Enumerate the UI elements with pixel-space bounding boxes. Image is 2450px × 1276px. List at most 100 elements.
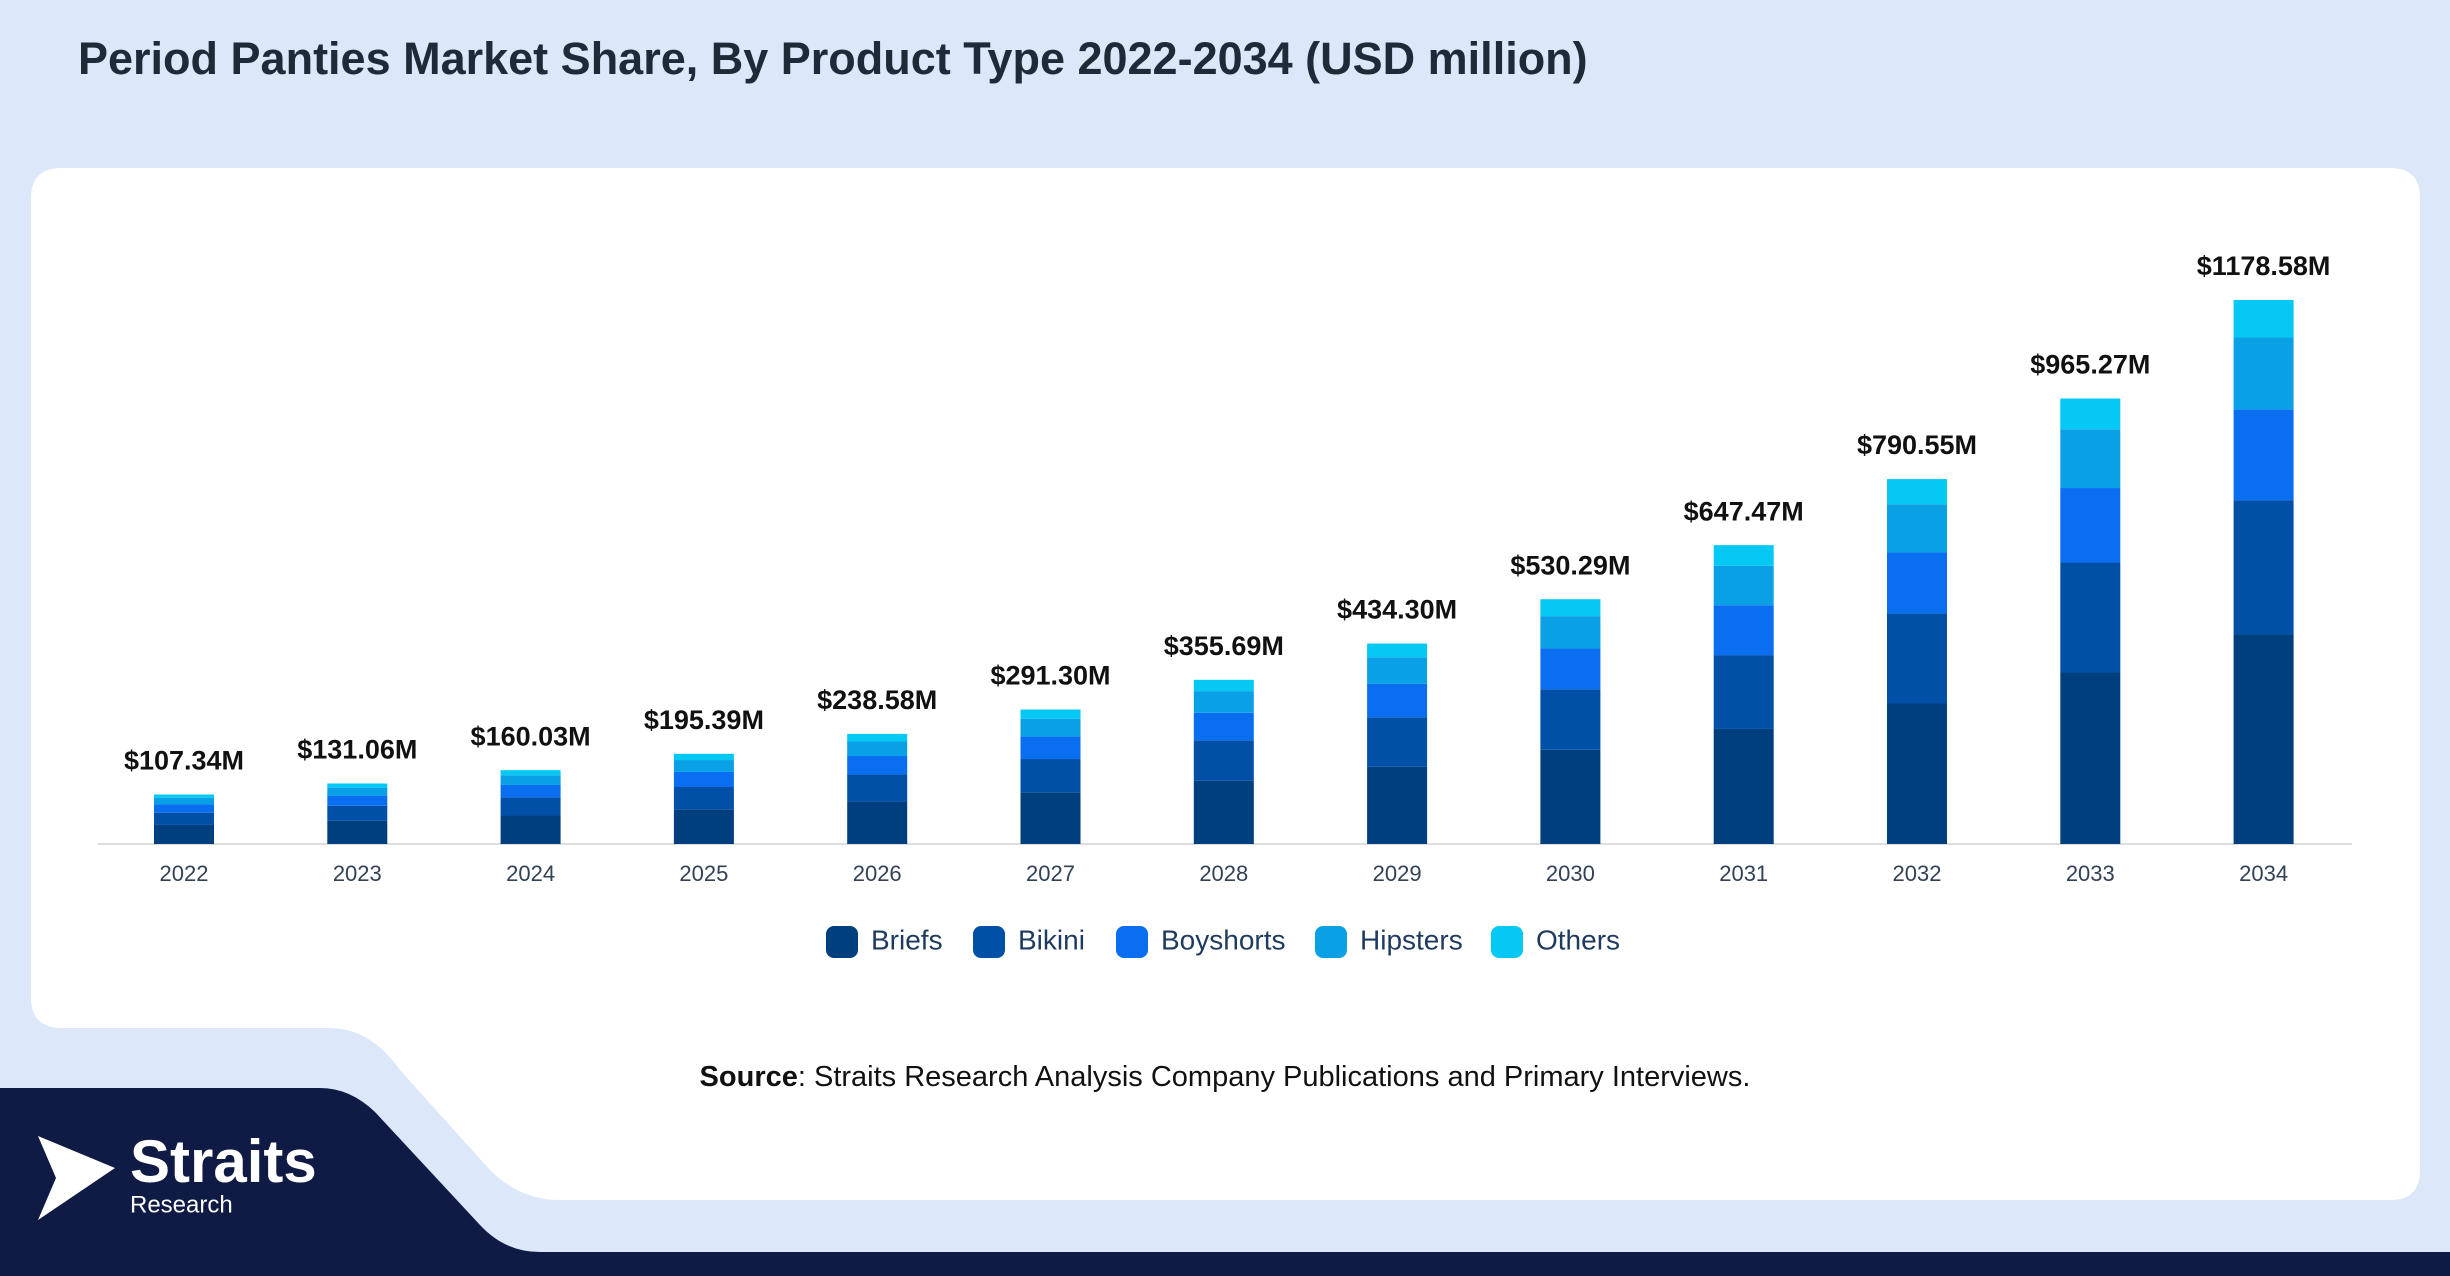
source: Source: Straits Research Analysis Compan… — [700, 1061, 1751, 1093]
x-tick-label: 2030 — [1546, 861, 1595, 886]
bar-segment — [673, 786, 734, 810]
bar-segment — [1713, 728, 1774, 844]
bar-segment — [327, 787, 388, 796]
x-tick-label: 2033 — [2066, 861, 2115, 886]
bar-segment — [673, 771, 734, 787]
x-tick-label: 2023 — [333, 861, 382, 886]
bar-segment — [154, 812, 214, 825]
bar-segment — [1020, 718, 1081, 737]
bar-segment — [1887, 479, 1947, 505]
bar-segment — [2233, 409, 2294, 501]
bar-segment — [1367, 683, 1428, 718]
bar-segment — [500, 775, 561, 785]
bar-segment — [1887, 504, 1947, 553]
total-label: $160.03M — [471, 721, 591, 751]
bar-segment — [1367, 657, 1428, 684]
x-tick-label: 2024 — [506, 861, 555, 886]
source-text: : Straits Research Analysis Company Publ… — [798, 1061, 1751, 1093]
bar-segment — [327, 820, 388, 844]
x-tick-label: 2026 — [853, 861, 902, 886]
total-label: $131.06M — [297, 735, 417, 765]
bar-segment — [673, 809, 734, 844]
chart-title: Period Panties Market Share, By Product … — [78, 33, 1588, 84]
bar-segment — [847, 741, 908, 757]
bar-segment — [1193, 691, 1254, 713]
legend-label: Hipsters — [1360, 924, 1463, 955]
x-tick-label: 2032 — [1893, 861, 1942, 886]
x-tick-label: 2028 — [1199, 861, 1248, 886]
bar-segment — [327, 805, 388, 821]
bar-segment — [1713, 605, 1774, 656]
bar-segment — [1367, 766, 1428, 844]
bar-segment — [2060, 562, 2121, 673]
bar-segment — [1020, 792, 1081, 844]
bar-segment — [1713, 565, 1774, 606]
total-label: $291.30M — [990, 661, 1110, 691]
legend-swatch — [1491, 926, 1523, 958]
source-label: Source — [700, 1061, 798, 1093]
total-label: $965.27M — [2030, 350, 2150, 380]
bar-segment — [2233, 337, 2294, 410]
total-label: $434.30M — [1337, 595, 1457, 625]
total-label: $195.39M — [644, 705, 764, 735]
bar-segment — [2060, 398, 2121, 430]
bar-segment — [847, 801, 908, 844]
bar-segment — [847, 756, 908, 775]
bar-segment — [2060, 488, 2121, 563]
bar-segment — [1020, 736, 1081, 760]
legend-swatch — [1116, 926, 1148, 958]
logo-sub: Research — [130, 1191, 233, 1218]
legend-label: Others — [1536, 924, 1620, 955]
bar-segment — [1193, 712, 1254, 741]
bar-segment — [154, 797, 214, 805]
bar-segment — [1367, 643, 1428, 658]
bar-segment — [327, 783, 388, 788]
legend-label: Briefs — [871, 924, 943, 955]
total-label: $530.29M — [1510, 550, 1630, 580]
total-label: $790.55M — [1857, 430, 1977, 460]
bar-segment — [500, 770, 561, 776]
bar-segment — [154, 804, 214, 813]
x-tick-label: 2031 — [1719, 861, 1768, 886]
total-label: $238.58M — [817, 685, 937, 715]
bar-segment — [1540, 749, 1601, 844]
total-label: $1178.58M — [2197, 251, 2331, 281]
bar-segment — [1540, 616, 1601, 649]
legend-label: Boyshorts — [1161, 924, 1286, 955]
bar-segment — [2233, 500, 2294, 635]
bar-segment — [154, 794, 214, 798]
bar-segment — [1887, 552, 1947, 614]
legend-swatch — [973, 926, 1005, 958]
bar-segment — [1193, 740, 1254, 781]
bar-segment — [1367, 717, 1428, 767]
logo-name: Straits — [130, 1128, 317, 1195]
bar-segment — [2233, 299, 2294, 338]
legend-label: Bikini — [1018, 924, 1085, 955]
bar-segment — [2233, 634, 2294, 844]
bar-segment — [1020, 709, 1081, 719]
bar-segment — [2060, 672, 2121, 844]
logo-band — [0, 1088, 2450, 1276]
bar-segment — [1540, 689, 1601, 750]
x-tick-label: 2025 — [679, 861, 728, 886]
bar-segment — [500, 784, 561, 798]
bar-segment — [1193, 780, 1254, 844]
x-tick-label: 2022 — [160, 861, 209, 886]
bar-segment — [154, 824, 214, 844]
total-label: $647.47M — [1684, 496, 1804, 526]
x-tick-label: 2029 — [1373, 861, 1422, 886]
bar-segment — [1713, 655, 1774, 729]
bar-segment — [500, 797, 561, 816]
bar-segment — [1887, 703, 1947, 844]
bar-segment — [1887, 613, 1947, 704]
total-label: $355.69M — [1164, 631, 1284, 661]
bar-segment — [2060, 429, 2121, 489]
bar-segment — [1540, 648, 1601, 690]
bar-segment — [673, 753, 734, 761]
legend-swatch — [1315, 926, 1347, 958]
bar-segment — [500, 815, 561, 844]
bar-segment — [327, 795, 388, 806]
bar-segment — [1540, 599, 1601, 617]
